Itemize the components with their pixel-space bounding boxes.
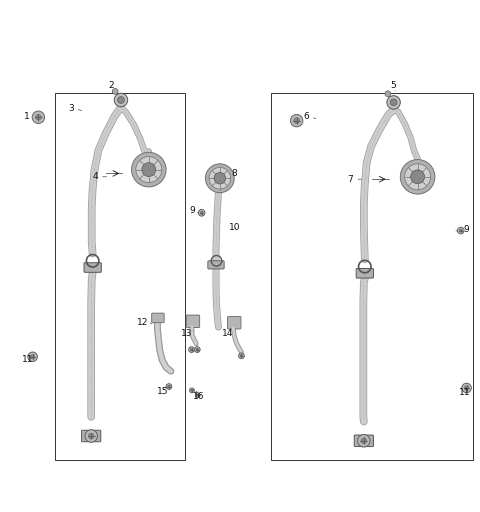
Text: 11: 11 xyxy=(459,388,470,397)
Circle shape xyxy=(214,173,226,184)
Circle shape xyxy=(36,115,41,120)
Circle shape xyxy=(457,227,464,234)
Circle shape xyxy=(209,167,231,189)
FancyBboxPatch shape xyxy=(152,313,164,323)
FancyBboxPatch shape xyxy=(84,263,101,272)
FancyBboxPatch shape xyxy=(208,261,224,269)
Circle shape xyxy=(31,355,35,359)
Text: 12: 12 xyxy=(137,318,149,327)
Circle shape xyxy=(142,163,156,177)
Circle shape xyxy=(136,157,162,183)
Circle shape xyxy=(464,386,468,390)
Circle shape xyxy=(191,389,193,392)
Circle shape xyxy=(88,433,94,439)
FancyBboxPatch shape xyxy=(354,435,373,446)
Text: 15: 15 xyxy=(156,387,168,396)
Circle shape xyxy=(361,438,367,443)
Circle shape xyxy=(459,229,462,232)
Text: 7: 7 xyxy=(348,175,353,184)
Text: 9: 9 xyxy=(464,225,469,234)
Circle shape xyxy=(190,348,193,351)
Circle shape xyxy=(385,91,391,97)
Circle shape xyxy=(198,209,205,216)
Circle shape xyxy=(195,393,200,398)
Text: 6: 6 xyxy=(303,112,309,121)
Circle shape xyxy=(387,96,400,109)
Circle shape xyxy=(462,383,471,393)
FancyBboxPatch shape xyxy=(356,268,373,278)
Text: 3: 3 xyxy=(68,103,74,113)
Circle shape xyxy=(290,114,303,127)
Text: 16: 16 xyxy=(193,392,205,401)
Circle shape xyxy=(166,383,172,390)
Circle shape xyxy=(205,164,234,193)
Circle shape xyxy=(112,89,118,94)
Circle shape xyxy=(200,211,203,215)
Circle shape xyxy=(196,348,199,351)
Circle shape xyxy=(240,354,243,357)
Circle shape xyxy=(114,93,128,106)
Text: 2: 2 xyxy=(108,81,114,90)
Circle shape xyxy=(118,97,124,103)
Bar xyxy=(55,93,185,460)
Circle shape xyxy=(132,153,166,187)
Text: 5: 5 xyxy=(391,81,396,90)
Circle shape xyxy=(405,164,431,190)
Circle shape xyxy=(411,170,424,184)
Text: 4: 4 xyxy=(92,173,98,181)
FancyBboxPatch shape xyxy=(228,316,241,329)
Circle shape xyxy=(85,430,97,442)
Text: 10: 10 xyxy=(229,223,241,232)
Circle shape xyxy=(400,160,435,194)
Circle shape xyxy=(28,352,37,361)
Bar xyxy=(271,93,473,460)
Text: 14: 14 xyxy=(222,329,234,338)
Text: 11: 11 xyxy=(22,355,34,364)
FancyBboxPatch shape xyxy=(82,430,101,442)
FancyBboxPatch shape xyxy=(186,315,200,328)
Circle shape xyxy=(189,347,194,352)
Circle shape xyxy=(197,394,199,396)
Circle shape xyxy=(168,385,170,388)
Circle shape xyxy=(358,435,370,447)
Circle shape xyxy=(239,353,244,359)
Text: 8: 8 xyxy=(231,169,237,178)
Circle shape xyxy=(194,347,200,352)
Text: 1: 1 xyxy=(24,112,29,121)
Text: 9: 9 xyxy=(189,206,195,216)
Circle shape xyxy=(294,118,300,123)
Text: 13: 13 xyxy=(181,329,193,338)
Circle shape xyxy=(32,111,45,123)
Circle shape xyxy=(390,99,397,106)
Circle shape xyxy=(190,388,194,393)
